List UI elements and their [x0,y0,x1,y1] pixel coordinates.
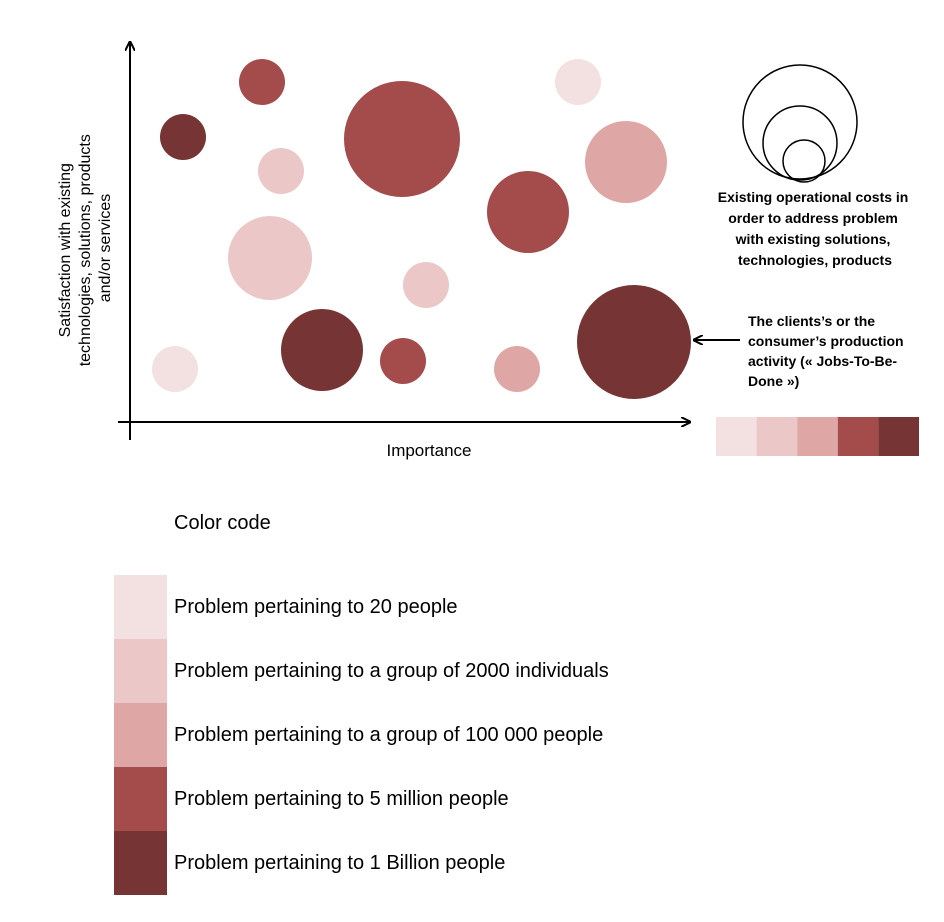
annotation-costs-line-4: technologies, products [738,252,892,268]
bubble [380,338,426,384]
legend-swatch [114,831,167,895]
color-legend: Problem pertaining to 20 people Problem … [114,575,734,895]
color-scale-swatch [797,417,838,456]
bubble [494,346,540,392]
color-scale-swatch [878,417,919,456]
color-scale-swatch [716,417,757,456]
legend-item: Problem pertaining to a group of 2000 in… [114,639,734,703]
bubble-diagram: Satisfaction with existing technologies,… [57,0,919,460]
legend-swatch [114,575,167,639]
color-scale-swatch [756,417,798,456]
legend-item: Problem pertaining to a group of 100 000… [114,703,734,767]
legend-swatch [114,767,167,831]
y-axis-label-line-3: and/or services [97,194,114,303]
color-scale-strip [716,417,919,456]
legend-label: Problem pertaining to 1 Billion people [174,852,506,874]
annotation-jobs-line-2: consumer’s production [748,333,904,349]
legend-label: Problem pertaining to 5 million people [174,788,509,810]
nested-circles-icon [742,64,858,183]
legend-item: Problem pertaining to 5 million people [114,767,734,831]
bubble [403,262,449,308]
nested-circle-outer [742,64,858,180]
legend-swatch [114,703,167,767]
legend-label: Problem pertaining to a group of 100 000… [174,724,604,746]
annotation-jobs-line-3: activity (« Jobs-To-Be- [748,353,897,369]
bubble [281,309,363,391]
legend-item: Problem pertaining to 1 Billion people [114,831,734,895]
legend-label: Problem pertaining to a group of 2000 in… [174,660,609,682]
legend-swatch [114,639,167,703]
bubble [160,114,206,160]
legend-title: Color code [174,512,271,534]
nested-circle-middle [762,105,838,181]
nested-circle-inner [782,139,826,183]
bubble [152,346,198,392]
bubble [577,285,691,399]
bubble [239,59,285,105]
annotation-costs-line-3: with existing solutions, [735,231,891,247]
legend-label: Problem pertaining to 20 people [174,596,458,618]
annotation-costs-line-1: Existing operational costs in [718,189,909,205]
annotation-costs-line-2: order to address problem [728,210,898,226]
x-axis-label: Importance [386,441,471,460]
bubble [344,81,460,197]
annotation-jobs-line-1: The clients’s or the [748,313,875,329]
bubble [555,59,601,105]
annotation-costs: Existing operational costs in order to a… [718,189,912,268]
y-axis-label-line-1: Satisfaction with existing [57,163,74,337]
annotation-jobs-line-4: Done ») [748,373,799,389]
bubble [258,148,304,194]
bubble [487,171,569,253]
color-scale-swatch [837,417,879,456]
y-axis-label-line-2: technologies, solutions, products [77,134,94,366]
bubble [228,216,312,300]
y-axis-label: Satisfaction with existing technologies,… [57,130,114,367]
annotation-jobs: The clients’s or the consumer’s producti… [748,313,907,389]
bubbles-group [152,59,691,399]
legend-item: Problem pertaining to 20 people [114,575,734,639]
bubble [585,121,667,203]
